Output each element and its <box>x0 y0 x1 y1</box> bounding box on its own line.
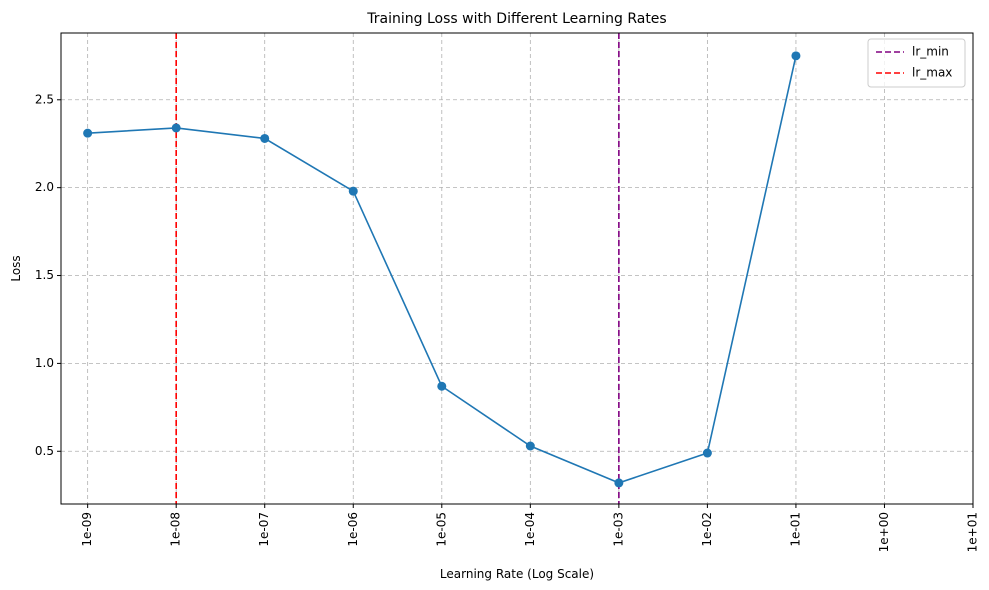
x-tick-label: 1e-01 <box>788 512 802 547</box>
legend-label: lr_min <box>912 45 949 59</box>
x-tick-label: 1e-03 <box>611 512 625 547</box>
y-tick-label: 2.0 <box>35 180 54 194</box>
x-axis-label: Learning Rate (Log Scale) <box>440 567 594 581</box>
legend-label: lr_max <box>912 66 952 80</box>
x-tick-label: 1e-04 <box>523 512 537 547</box>
data-point <box>437 381 447 391</box>
grid-layer <box>61 33 974 504</box>
y-axis-label: Loss <box>9 255 23 281</box>
x-tick-label: 1e-07 <box>257 512 271 547</box>
legend-box <box>867 38 966 88</box>
x-tick-label: 1e-08 <box>169 512 183 547</box>
data-point <box>171 123 181 133</box>
y-tick-label: 0.5 <box>35 444 54 458</box>
x-tick-label: 1e-09 <box>80 512 94 547</box>
data-point <box>702 448 712 458</box>
y-tick-label: 2.5 <box>35 92 54 106</box>
y-tick-label: 1.0 <box>35 356 54 370</box>
data-point <box>614 478 624 488</box>
data-point <box>83 128 93 138</box>
x-tick-label: 1e-02 <box>700 512 714 547</box>
chart-title: Training Loss with Different Learning Ra… <box>366 11 666 27</box>
x-tick-label: 1e-05 <box>434 512 448 547</box>
data-point <box>260 133 270 143</box>
legend-entries: lr_min lr_max <box>876 45 952 80</box>
y-tick-label: 1.5 <box>35 268 54 282</box>
tick-layer: 1e-09 1e-08 1e-07 1e-06 1e-05 1e-04 1e-03 1e-02… <box>35 92 980 552</box>
legend: lr_min lr_max <box>867 38 966 88</box>
x-tick-label: 1e-06 <box>346 512 360 547</box>
x-tick-label: 1e+01 <box>966 512 980 552</box>
x-tick-label: 1e+00 <box>877 512 891 552</box>
data-point <box>791 51 801 61</box>
series-layer <box>83 51 801 488</box>
plot-frame <box>60 32 974 505</box>
data-point <box>348 186 358 196</box>
reference-lines <box>175 33 620 504</box>
data-point <box>525 441 535 451</box>
